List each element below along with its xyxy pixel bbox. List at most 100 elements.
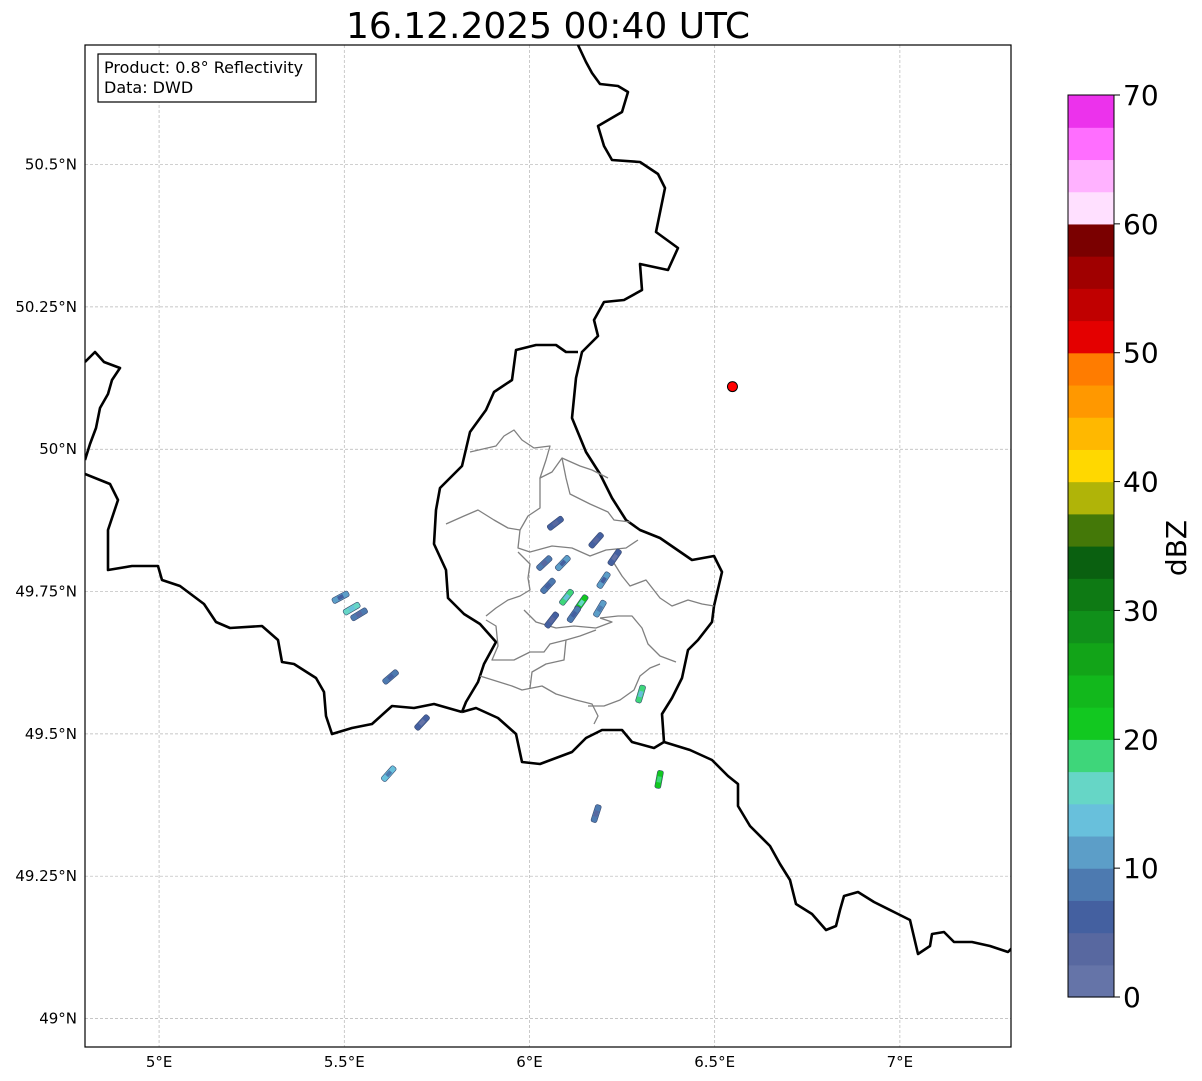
canton-border-capellen [485, 619, 597, 661]
info-box: Product: 0.8° Reflectivity Data: DWD [97, 53, 317, 103]
colorbar-bin [1068, 513, 1114, 547]
colorbar-bin [1068, 868, 1114, 901]
echo-cell [331, 590, 350, 604]
echo-pixel-core [570, 610, 578, 618]
colorbar-bin [1068, 803, 1114, 837]
border-belgium-netherlands [85, 350, 122, 461]
colorbar-bin [1068, 835, 1114, 869]
echo-pixel-core [563, 593, 570, 601]
echo-pixel-core [385, 770, 393, 778]
canton-border-grevenmacher [599, 615, 677, 663]
lon-tick-label: 6.5°E [694, 1053, 735, 1071]
colorbar-bin [1068, 384, 1114, 418]
lat-tick-label: 50.25°N [15, 298, 77, 316]
colorbar-bin [1068, 320, 1114, 354]
colorbar-bin [1068, 352, 1114, 386]
reflectivity-echoes [331, 515, 664, 823]
echo-pixel-core [596, 605, 604, 613]
info-product: Product: 0.8° Reflectivity [104, 58, 303, 77]
echo-cell [382, 669, 399, 685]
colorbar-bin [1068, 674, 1114, 708]
colorbar-bin [1068, 449, 1114, 483]
colorbar-bin [1068, 546, 1114, 579]
colorbar-tick-label: 60 [1123, 208, 1159, 241]
echo-cell [654, 770, 664, 789]
lon-tick-label: 5.5°E [324, 1053, 365, 1071]
colorbar-bin [1068, 288, 1114, 322]
echo-cell [546, 515, 564, 531]
canton-border-esch [479, 675, 599, 725]
colorbar-tick-label: 10 [1123, 852, 1159, 885]
lat-tick-label: 50.5°N [25, 156, 77, 174]
canton-border-wiltz [445, 478, 541, 531]
border-luxembourg-belgium [432, 343, 578, 713]
echo-cell [350, 607, 368, 622]
colorbar-bin [1068, 191, 1114, 225]
colorbar-tick-label: 50 [1123, 337, 1159, 370]
echo-cell [566, 605, 582, 623]
lon-tick-label: 5°E [146, 1053, 173, 1071]
colorbar-bin [1068, 932, 1114, 966]
echo-pixel-core [592, 536, 600, 544]
border-luxembourg-france [461, 706, 665, 766]
colorbar-bin [1068, 578, 1114, 612]
info-data-source: Data: DWD [104, 78, 193, 97]
graticule [85, 45, 1011, 1047]
canton-border-south-east [588, 663, 661, 707]
canton-border-luxembourg [523, 609, 613, 629]
border-belgium-france [85, 472, 463, 736]
canton-border-diekirch [517, 529, 639, 557]
colorbar-tick-label: 30 [1123, 594, 1159, 627]
canton-border-clervaux [561, 457, 631, 523]
colorbar-bin [1068, 642, 1114, 676]
colorbar-tick-label: 70 [1123, 79, 1159, 112]
canton-border-echternach [611, 559, 715, 607]
echo-cell [536, 555, 553, 571]
echo-pixel-core [577, 599, 585, 607]
lon-tick-label: 7°E [887, 1053, 914, 1071]
map-title: 16.12.2025 00:40 UTC [346, 6, 750, 47]
echo-pixel-core [348, 605, 356, 612]
canton-border-remich [529, 639, 567, 689]
country-borders [85, 45, 1011, 956]
echo-cell [381, 765, 397, 782]
colorbar-bin [1068, 127, 1114, 161]
lat-tick-label: 49.25°N [15, 867, 77, 885]
radar-site-marker [726, 381, 738, 393]
border-france-germany [663, 740, 1011, 956]
lat-tick-label: 49.75°N [15, 583, 77, 601]
echo-pixel-core [600, 576, 607, 584]
echo-pixel-core [540, 559, 548, 567]
colorbar-bin [1068, 481, 1114, 515]
colorbar-bin [1068, 417, 1114, 450]
colorbar-bin [1068, 707, 1114, 740]
colorbar-bin [1068, 964, 1114, 998]
map-area [85, 45, 1011, 1047]
colorbar-bin [1068, 771, 1114, 805]
echo-pixel-core [559, 559, 567, 567]
canton-borders [445, 429, 715, 725]
axis-ticks: 5°E 5.5°E 6°E 6.5°E 7°E 49°N 49.25°N 49.5°N 49.7… [15, 156, 913, 1071]
lat-tick-label: 50°N [39, 440, 77, 458]
lon-tick-label: 6°E [516, 1053, 543, 1071]
echo-cell [414, 714, 430, 731]
lat-tick-label: 49.5°N [25, 725, 77, 743]
colorbar-tick-label: 0 [1123, 981, 1141, 1014]
canton-border-north [469, 429, 609, 479]
echo-cell [559, 588, 574, 606]
echo-pixel-core [418, 718, 426, 727]
echo-cell [593, 599, 607, 618]
echo-pixel-core [551, 519, 560, 527]
canton-border-mersch [485, 551, 531, 617]
colorbar-bin [1068, 159, 1114, 193]
echo-cell [342, 601, 361, 616]
border-luxembourg-germany [570, 45, 724, 743]
echo-pixel-core [656, 776, 662, 783]
echo-cell [540, 577, 556, 594]
map-frame [84, 44, 1012, 1048]
info-box-frame [97, 53, 317, 103]
echo-pixel-core [544, 582, 552, 590]
echo-pixel-core [611, 553, 619, 561]
colorbar-bin [1068, 95, 1114, 128]
